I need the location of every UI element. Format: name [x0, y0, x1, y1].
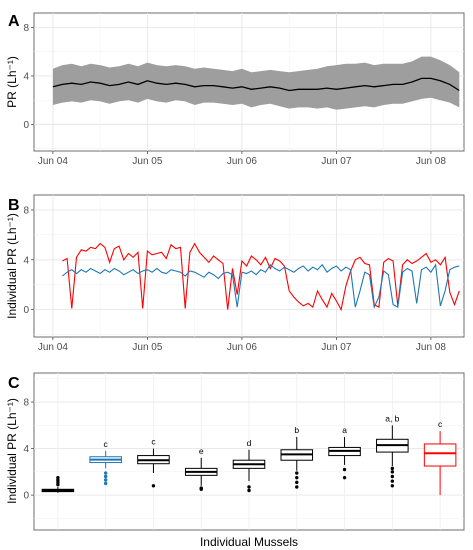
box-outlier: [151, 484, 156, 488]
box-significance-label: a, b: [385, 413, 399, 423]
panel-b-x-tick-label: Jun 08: [416, 342, 446, 353]
box-4: e: [184, 446, 218, 491]
panel-a-x-tick-label: Jun 06: [227, 156, 257, 167]
box-outlier: [342, 467, 347, 472]
box-1: *: [41, 475, 75, 493]
panel-c-x-axis-label: Individual Mussels: [200, 535, 298, 549]
panel-a-y-axis-label: PR (Lh⁻¹): [5, 56, 19, 108]
panel-c-y-tick-label: 0: [23, 491, 29, 502]
box-outlier: [342, 475, 347, 480]
box-5: d: [232, 438, 266, 493]
box-6: b: [280, 425, 314, 489]
panel-b-plot-area: [33, 194, 465, 338]
box-outlier: [390, 466, 395, 471]
box-significance-label: b: [294, 425, 299, 435]
panel-a-x-ticks: Jun 04 Jun 05 Jun 06 Jun 07 Jun 08: [38, 151, 446, 167]
panel-c-y-ticks: 0 4 8: [23, 398, 34, 502]
box-significance-label: d: [247, 438, 252, 448]
box-outlier: [103, 481, 108, 486]
panel-a-y-tick-label: 4: [23, 71, 29, 82]
box-outlier: [390, 484, 395, 488]
panel-b-x-tick-label: Jun 04: [38, 342, 68, 353]
panel-b-series-line-1: [62, 242, 460, 312]
box-significance-label: a: [342, 425, 347, 435]
box-outlier: [56, 480, 60, 485]
panel-b-letter: B: [8, 197, 20, 214]
box-outlier: [295, 471, 299, 475]
box-outlier: [199, 486, 203, 490]
panel-a-x-tick-label: Jun 07: [321, 156, 351, 167]
box-significance-label: c: [438, 419, 443, 429]
box-significance-label: c: [104, 439, 109, 449]
panel-b-y-axis-label: Individual PR (Lh⁻¹): [5, 213, 19, 319]
box-outlier: [295, 485, 299, 489]
panel-b-y-ticks: 0 4 8: [23, 205, 34, 316]
panel-a-marks: [52, 56, 460, 110]
box-outlier: [390, 479, 395, 483]
box-outlier: [247, 485, 251, 489]
panel-b-y-tick-label: 0: [23, 305, 29, 316]
panel-b: B 0 4 8 Jun 04 Jun 05 Jun 06 Jun 07 Jun 08 Ind…: [5, 194, 465, 353]
box-2: c: [89, 439, 122, 486]
box-3: c: [137, 437, 170, 488]
panel-a-x-tick-label: Jun 04: [38, 156, 68, 167]
panel-a-y-ticks: 0 4 8: [23, 23, 34, 131]
panel-b-series-line-2: [62, 263, 460, 309]
box-outlier: [56, 478, 60, 482]
box-iqr: [423, 443, 457, 467]
box-9: c: [423, 419, 457, 496]
box-significance-label: e: [199, 446, 204, 456]
panel-c-y-axis-label: Individual PR (Lh⁻¹): [5, 398, 19, 504]
box-outlier: [295, 480, 299, 485]
box-outlier: [295, 475, 299, 480]
panel-a: A 0 4 8 Jun 04 Jun 05 Jun 06 Jun 07 Jun 08 PR …: [5, 12, 465, 167]
box-outlier: [103, 478, 108, 482]
panel-b-x-tick-label: Jun 07: [321, 342, 351, 353]
box-8: a, b: [376, 413, 409, 488]
panel-a-y-tick-label: 0: [23, 120, 29, 131]
box-outlier: [390, 474, 395, 479]
panel-b-marks: [62, 242, 460, 312]
panel-b-x-tick-label: Jun 05: [132, 342, 162, 353]
box-outlier: [247, 488, 251, 493]
panel-b-x-tick-label: Jun 06: [227, 342, 257, 353]
panel-c-y-tick-label: 4: [23, 444, 29, 455]
box-outlier: [390, 470, 395, 474]
panel-c-letter: C: [8, 375, 20, 392]
box-7: a: [328, 425, 361, 480]
box-outlier: [56, 482, 60, 487]
panel-a-mean-line: [52, 77, 460, 92]
panel-a-y-tick-label: 8: [23, 23, 29, 34]
panel-a-letter: A: [8, 13, 20, 30]
panel-c-marks: * c c e d b a a, b c: [41, 413, 457, 496]
panel-b-x-ticks: Jun 04 Jun 05 Jun 06 Jun 07 Jun 08: [38, 337, 446, 353]
panel-b-y-tick-label: 4: [23, 255, 29, 266]
box-significance-label: *: [56, 478, 60, 488]
box-significance-label: c: [151, 437, 156, 447]
box-outlier: [103, 471, 108, 475]
panel-a-range-band: [52, 56, 460, 110]
panel-a-x-tick-label: Jun 08: [416, 156, 446, 167]
panel-b-y-tick-label: 8: [23, 205, 29, 216]
box-outlier: [56, 475, 60, 480]
panel-c-y-tick-label: 8: [23, 398, 29, 409]
box-outlier: [103, 474, 108, 479]
panel-a-x-tick-label: Jun 05: [132, 156, 162, 167]
